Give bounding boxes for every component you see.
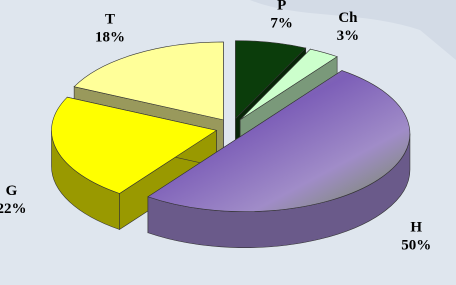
slice-value-label: 3% [337, 28, 360, 44]
slice-label: Ch [338, 10, 358, 26]
slice-label: P [277, 0, 286, 13]
slice-label: H [410, 220, 422, 236]
slice-label: T [105, 12, 115, 28]
slice-value-label: 7% [270, 15, 293, 31]
chart: P 7% Ch 3% H 50% G 22% T 18% [0, 0, 456, 285]
slice-value-label: 22% [0, 201, 26, 217]
pie [52, 41, 410, 248]
slice-value-label: 18% [95, 30, 125, 46]
slice-label: G [6, 183, 18, 199]
slice-value-label: 50% [401, 238, 431, 254]
